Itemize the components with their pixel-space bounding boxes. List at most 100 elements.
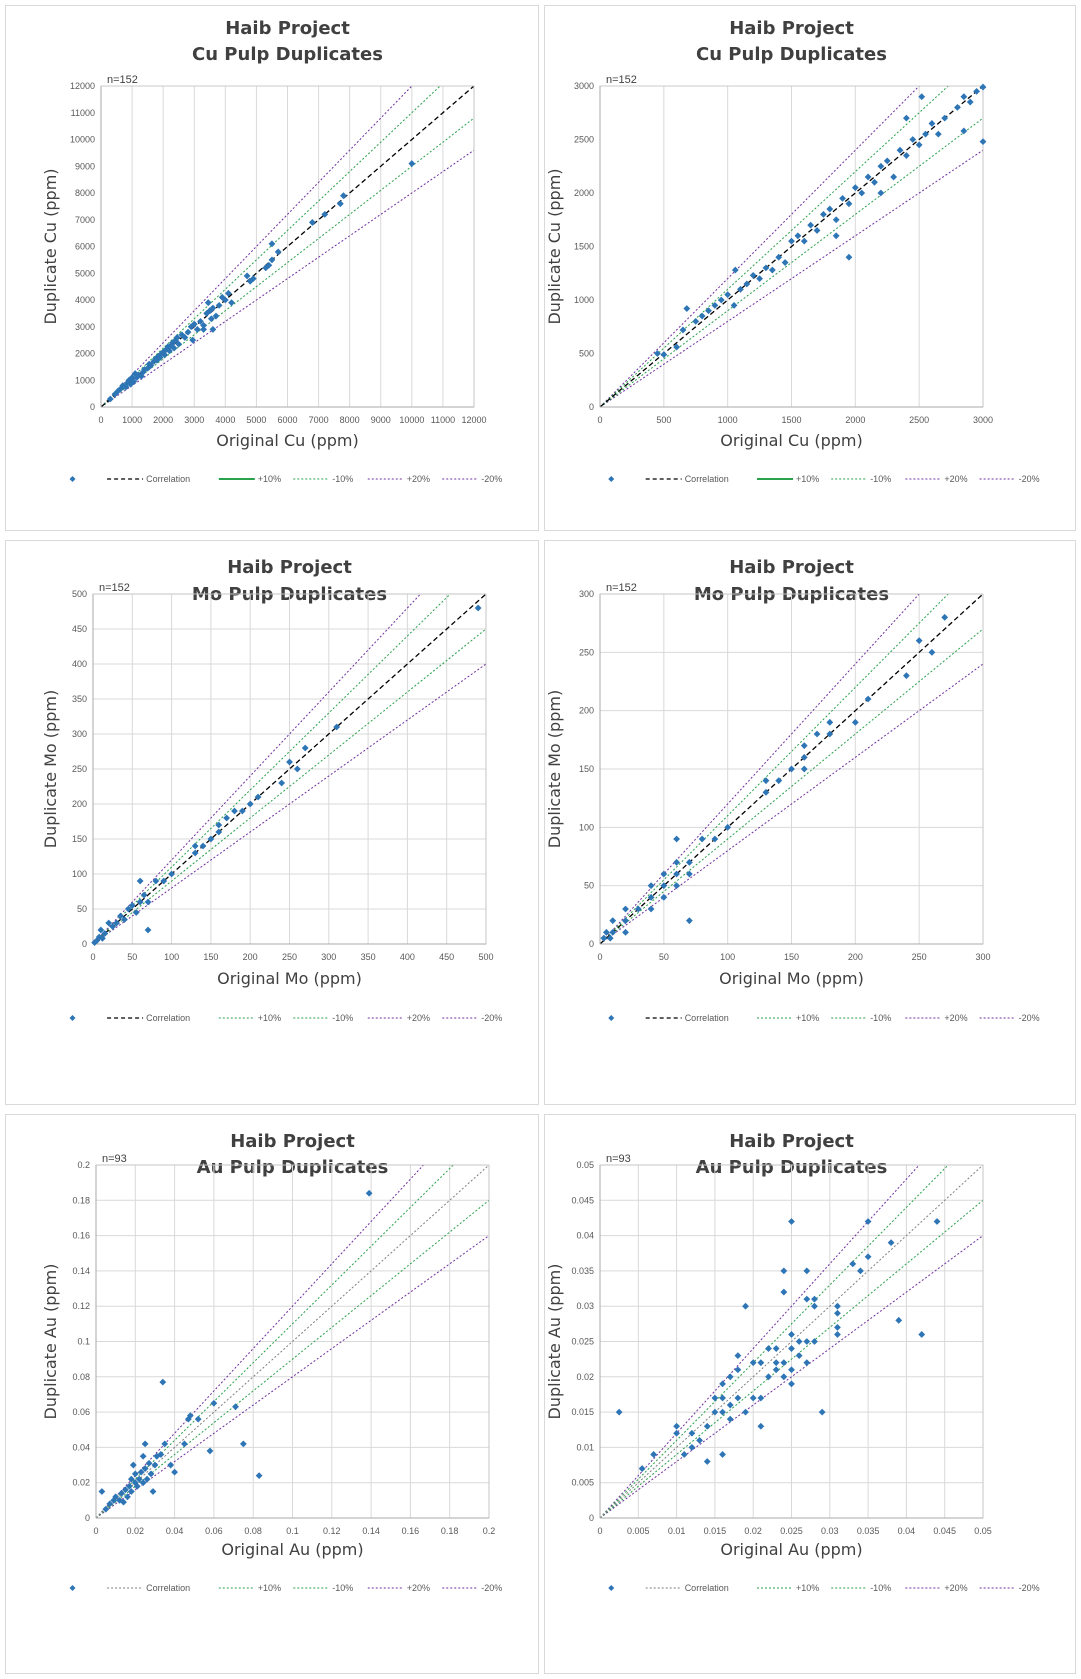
data-point	[941, 613, 949, 621]
scatter-plot-svg: Haib ProjectMo Pulp Duplicates0501001502…	[545, 557, 1040, 1023]
data-point	[321, 211, 329, 218]
data-point	[726, 1401, 734, 1409]
data-point	[274, 248, 282, 256]
data-point	[703, 1422, 711, 1430]
data-point	[249, 275, 257, 282]
x-tick-label: 8000	[340, 415, 360, 425]
data-point	[834, 1309, 841, 1317]
data-point	[765, 1345, 772, 1352]
data-point	[756, 275, 763, 282]
x-tick-label: 300	[321, 952, 336, 962]
y-tick-label: 200	[579, 706, 594, 716]
data-point	[99, 935, 106, 942]
plus-10-percent-line	[600, 594, 949, 944]
data-point	[883, 157, 891, 165]
data-point	[97, 926, 105, 934]
minus-10-percent-line	[96, 1199, 489, 1518]
data-point	[811, 1302, 818, 1310]
x-axis-label: Original Cu (ppm)	[720, 431, 862, 450]
data-point	[820, 211, 827, 218]
y-tick-label: 0.12	[72, 1301, 90, 1311]
data-point	[719, 1451, 726, 1458]
x-tick-label: 0.015	[704, 1526, 727, 1536]
x-tick-label: 100	[164, 952, 179, 962]
x-tick-label: 0.005	[627, 1526, 650, 1536]
data-point	[813, 227, 821, 234]
data-point	[811, 1295, 818, 1303]
legend: Correlation +10% -10% +20% -20%	[608, 1013, 1040, 1023]
data-point	[181, 334, 189, 341]
y-axis-label: Duplicate Mo (ppm)	[41, 690, 60, 848]
data-point	[864, 173, 872, 181]
data-point	[719, 1408, 726, 1416]
x-tick-label: 0.04	[166, 1526, 184, 1536]
y-tick-label: 250	[72, 764, 87, 774]
data-point	[660, 882, 668, 890]
sample-count-label: n=152	[606, 582, 637, 594]
data-point	[928, 648, 936, 656]
data-point	[199, 842, 207, 850]
legend: Correlation +10% -10% +20% -20%	[69, 1583, 502, 1593]
data-point	[780, 1267, 788, 1275]
legend-minus-10-label: -10%	[332, 1583, 353, 1593]
legend-plus-10-label: +10%	[258, 1013, 281, 1023]
legend-minus-10-label: -10%	[870, 1583, 891, 1593]
data-point	[122, 383, 130, 391]
chart-title-line-2: Cu Pulp Duplicates	[696, 44, 887, 65]
data-point	[800, 742, 808, 750]
data-point	[634, 905, 642, 913]
x-tick-label: 0.02	[744, 1526, 762, 1536]
data-point	[622, 917, 629, 925]
data-point	[225, 289, 232, 297]
data-point	[679, 326, 687, 334]
data-point	[239, 1440, 247, 1448]
data-point	[654, 350, 661, 357]
plus-20-percent-line	[600, 1165, 920, 1518]
data-point	[851, 184, 859, 192]
y-tick-label: 4000	[75, 295, 95, 305]
legend-minus-20-label: -20%	[1019, 1583, 1040, 1593]
data-point	[724, 823, 732, 831]
y-tick-label: 0.02	[576, 1372, 594, 1382]
y-tick-label: 0.025	[571, 1337, 594, 1347]
data-point	[864, 1218, 872, 1225]
minus-20-percent-line	[101, 149, 474, 407]
x-tick-label: 450	[439, 952, 454, 962]
x-tick-label: 12000	[461, 415, 486, 425]
sample-count-label: n=152	[606, 74, 637, 86]
data-point	[788, 1380, 795, 1388]
legend-marker-samples	[69, 1015, 76, 1021]
data-point	[685, 917, 693, 925]
y-tick-label: 500	[579, 349, 594, 359]
data-point	[877, 189, 885, 197]
legend-plus-10-label: +10%	[796, 1013, 819, 1023]
x-tick-label: 1500	[781, 415, 801, 425]
x-tick-label: 0.2	[483, 1526, 496, 1536]
chart-title-line-1: Haib Project	[227, 557, 352, 578]
data-point	[122, 1486, 129, 1494]
data-point	[106, 395, 114, 403]
y-tick-label: 300	[579, 589, 594, 599]
reference-lines	[96, 1165, 489, 1518]
data-point	[909, 136, 917, 143]
legend: Correlation +10% -10% +20% -20%	[69, 1013, 502, 1023]
y-tick-label: 150	[579, 764, 594, 774]
sample-count-label: n=93	[102, 1153, 127, 1165]
reference-lines	[600, 1165, 983, 1518]
x-tick-label: 1000	[718, 415, 738, 425]
y-axis-label: Duplicate Au (ppm)	[41, 1264, 60, 1420]
plot-area-border	[599, 593, 984, 945]
plus-10-percent-line	[600, 86, 949, 407]
legend-plus-20-label: +20%	[944, 1013, 967, 1023]
data-point	[109, 923, 117, 930]
data-point	[839, 194, 846, 202]
x-axis-label: Original Cu (ppm)	[216, 431, 358, 450]
data-point	[832, 232, 840, 240]
data-point	[918, 93, 926, 101]
data-point	[780, 1359, 788, 1367]
data-point	[336, 200, 344, 208]
data-point	[743, 280, 751, 288]
data-point	[692, 318, 700, 325]
y-tick-label: 8000	[75, 188, 95, 198]
